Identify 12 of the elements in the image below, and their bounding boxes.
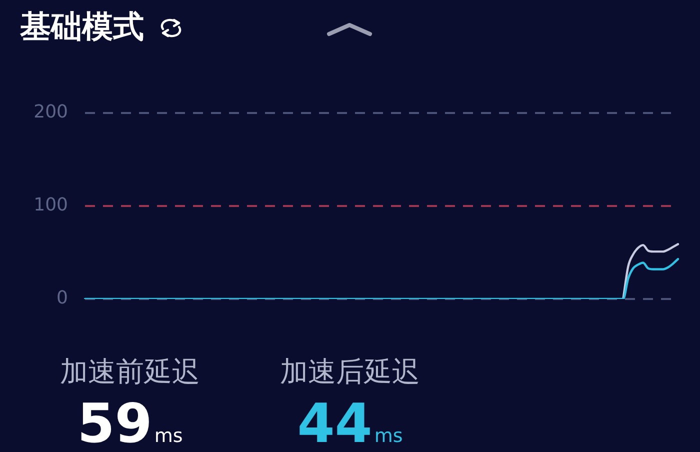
text: 59 (77, 392, 152, 452)
chart-title: 基础模式 (20, 8, 144, 46)
text: 加速后延迟 (279, 355, 421, 388)
line-series (84, 258, 680, 299)
y-tick-label: 100 (34, 194, 68, 216)
text: 加速前延迟 (59, 355, 201, 388)
text: ms (374, 425, 403, 447)
y-tick-label: 200 (34, 102, 68, 123)
y-tick-label: 0 (56, 288, 68, 309)
text: 44 (297, 392, 372, 452)
line-series (622, 243, 680, 299)
text: ms (154, 425, 183, 447)
